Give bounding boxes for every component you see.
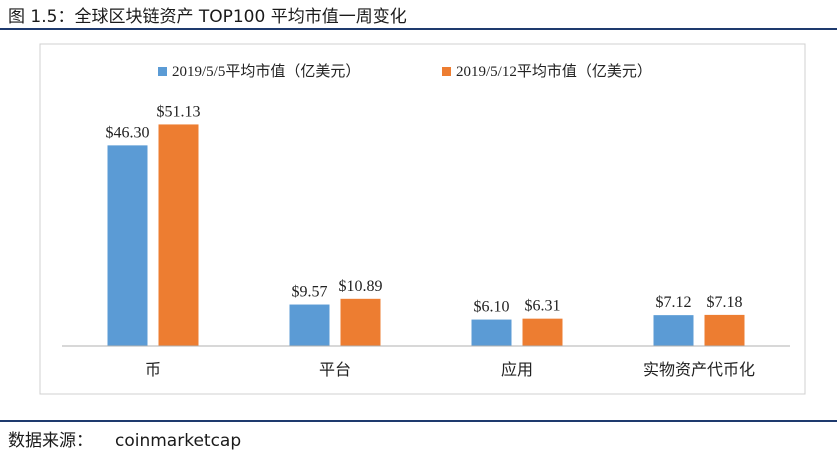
data-label-1-2: $9.57 [292, 284, 328, 301]
bars: $46.30 $51.13 $9.57 $10.89 $6.10 $6.31 $7.12 $7… [106, 103, 745, 346]
top-rule [0, 28, 837, 30]
bar-2-3 [522, 318, 563, 346]
bar-1-3 [471, 319, 512, 346]
bottom-rule [0, 420, 837, 422]
data-label-1-4: $7.12 [656, 294, 692, 311]
bar-1-1 [107, 145, 148, 346]
data-label-1-1: $46.30 [106, 124, 150, 141]
legend-entry-1: 2019/5/5平均市值（亿美元） [172, 63, 360, 80]
category-label-4: 实物资产代币化 [643, 360, 755, 379]
category-label-1: 币 [145, 360, 161, 379]
bar-2-1 [158, 124, 199, 346]
bar-2-2 [340, 298, 381, 346]
bar-chart: 2019/5/5平均市值（亿美元） 2019/5/12平均市值（亿美元） $46.… [39, 43, 806, 395]
category-label-2: 平台 [319, 360, 351, 379]
bar-2-4 [704, 314, 745, 346]
data-label-1-3: $6.10 [474, 299, 510, 316]
legend: 2019/5/5平均市值（亿美元） 2019/5/12平均市值（亿美元） [158, 63, 652, 80]
data-label-2-3: $6.31 [525, 298, 561, 315]
legend-swatch-2 [442, 67, 451, 76]
source-value: coinmarketcap [115, 431, 242, 451]
figure-title: 图 1.5：全球区块链资产 TOP100 平均市值一周变化 [8, 7, 407, 27]
category-labels: 币 平台 应用 实物资产代币化 [145, 360, 755, 379]
source-label: 数据来源： [8, 431, 93, 451]
source-note: 数据来源： coinmarketcap [8, 426, 241, 451]
bar-1-2 [289, 304, 330, 346]
legend-entry-2: 2019/5/12平均市值（亿美元） [456, 63, 652, 80]
bar-1-4 [653, 315, 694, 346]
legend-swatch-1 [158, 67, 167, 76]
data-label-2-2: $10.89 [339, 278, 383, 295]
data-label-2-4: $7.18 [707, 294, 743, 311]
data-label-2-1: $51.13 [157, 103, 201, 120]
category-label-3: 应用 [501, 360, 533, 379]
